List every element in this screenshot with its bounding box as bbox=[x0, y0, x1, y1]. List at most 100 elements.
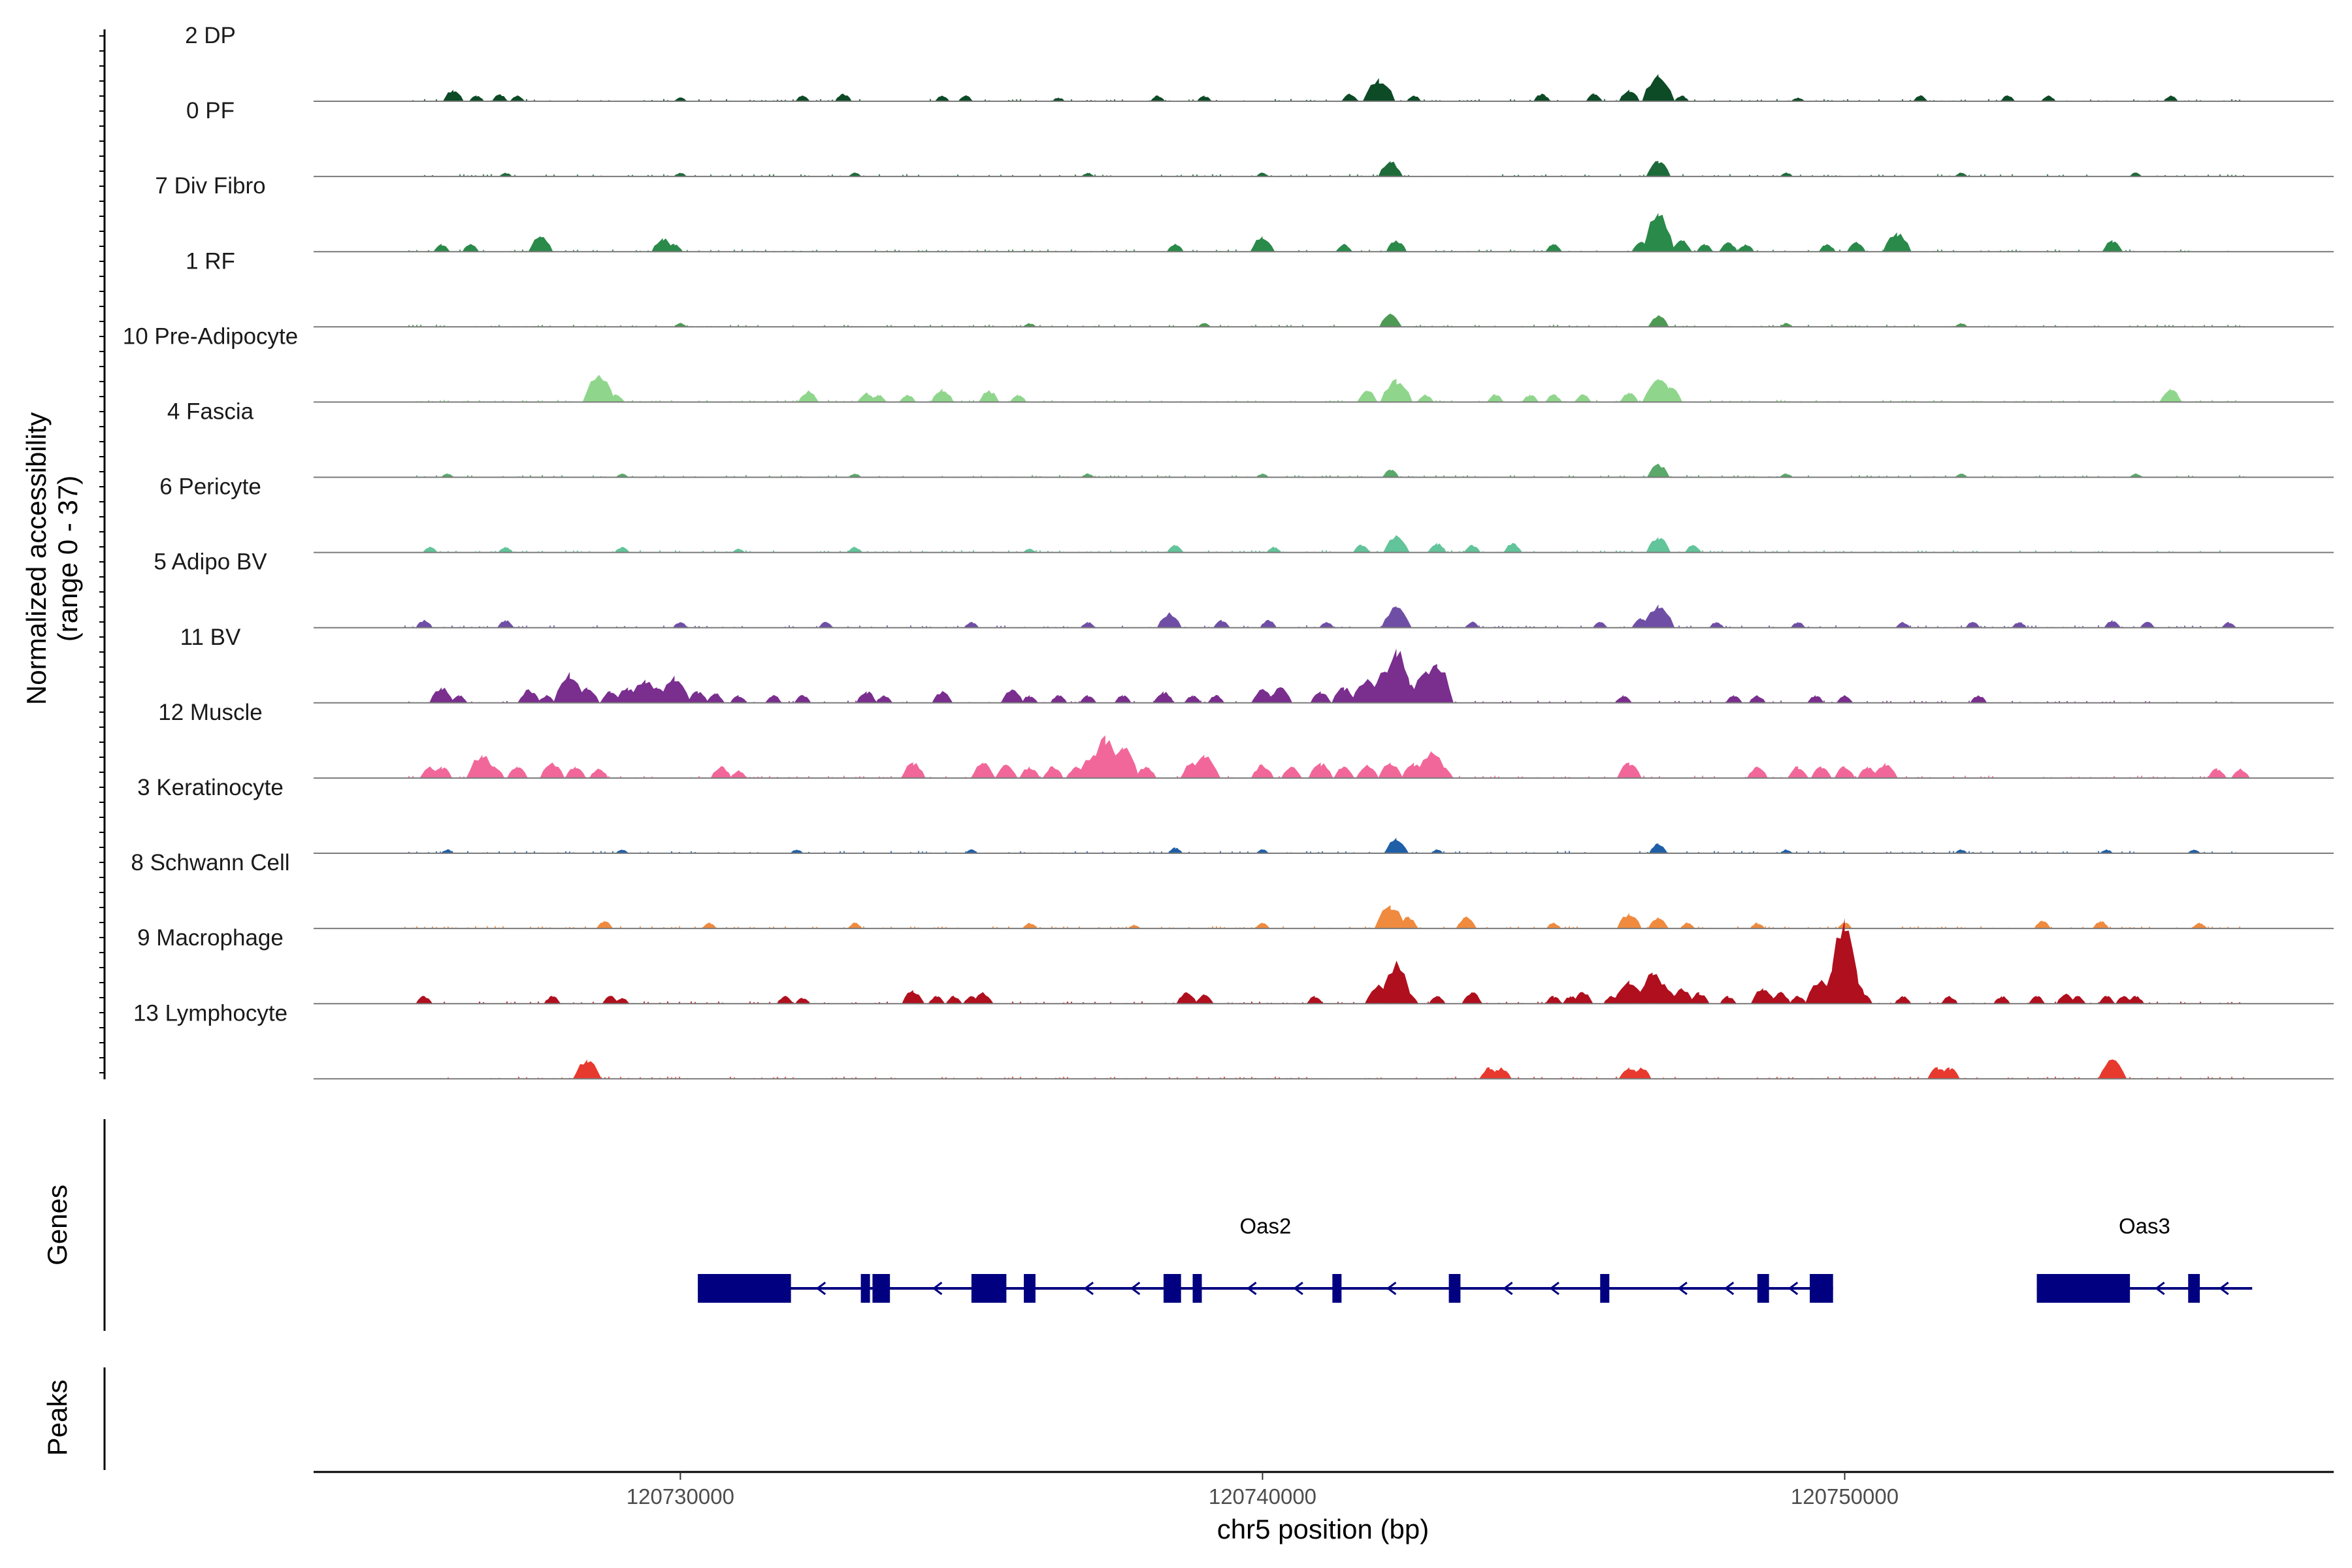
peaks-panel-label: Peaks bbox=[42, 1380, 73, 1456]
coverage-peak bbox=[589, 768, 609, 778]
axes-layer: 120730000 120740000 120750000 bbox=[99, 29, 2334, 1509]
coverage-peak bbox=[666, 244, 683, 252]
track: 9 Macrophage bbox=[137, 918, 2334, 1005]
coverage-peak bbox=[431, 766, 452, 778]
gene-model: Oas3 bbox=[2036, 1214, 2253, 1303]
coverage-peak bbox=[1616, 762, 1642, 778]
coverage-peak bbox=[687, 691, 709, 703]
gene-exon bbox=[1163, 1274, 1181, 1303]
coverage-peak bbox=[1397, 992, 1419, 1004]
track-label: 6 Pericyte bbox=[159, 474, 261, 500]
coverage-peak bbox=[1790, 621, 1806, 628]
coverage-peak bbox=[2056, 993, 2076, 1004]
coverage-peak bbox=[1696, 244, 1714, 252]
coverage-peak bbox=[964, 849, 978, 853]
coverage-peak bbox=[1356, 764, 1379, 778]
gene-exon bbox=[2188, 1274, 2200, 1303]
coverage-peak bbox=[1021, 694, 1038, 703]
coverage-peak bbox=[1791, 97, 1805, 101]
gene-model: Oas2 bbox=[698, 1214, 1833, 1303]
track: 6 Pericyte bbox=[159, 474, 2334, 553]
coverage-peak bbox=[1546, 923, 1561, 929]
coverage-peak bbox=[1196, 95, 1212, 101]
track: 0 PF bbox=[186, 98, 2334, 178]
gene-exon bbox=[860, 1274, 870, 1303]
track-label: 8 Schwann Cell bbox=[131, 850, 289, 875]
strand-arrow bbox=[1723, 1281, 1735, 1296]
coverage-peak bbox=[1545, 996, 1562, 1004]
coverage-peak bbox=[1616, 913, 1642, 929]
coverage-peak bbox=[596, 921, 613, 929]
coverage-peak bbox=[1428, 542, 1447, 553]
coverage-peak bbox=[706, 693, 725, 703]
track-label: 10 Pre-Adipocyte bbox=[123, 323, 298, 349]
track-label: 2 DP bbox=[185, 23, 236, 48]
coverage-peak bbox=[1023, 323, 1036, 327]
coverage-peak bbox=[2000, 95, 2016, 101]
coverage-peak bbox=[429, 687, 454, 703]
tracks-layer: 2 DP 0 PF 7 Div Fibro 1 RF 10 Pre-Adipocyte 4… bbox=[123, 23, 2334, 1080]
coverage-peak bbox=[870, 394, 887, 402]
coverage-peak bbox=[614, 546, 630, 553]
coverage-peak bbox=[1308, 762, 1333, 778]
coverage-peak bbox=[1380, 960, 1413, 1004]
coverage-peak bbox=[2092, 921, 2110, 929]
coverage-peak bbox=[1184, 694, 1201, 703]
coverage-peak bbox=[602, 996, 619, 1004]
coverage-peak bbox=[1648, 315, 1669, 327]
coverage-peak bbox=[1648, 843, 1668, 853]
coverage-peak bbox=[1642, 74, 1675, 101]
gene-exon bbox=[872, 1274, 890, 1303]
coverage-peak bbox=[1188, 755, 1221, 778]
x-tick-label: 120740000 bbox=[1209, 1484, 1316, 1509]
coverage-peak bbox=[1128, 924, 1141, 929]
coverage-peak bbox=[1042, 766, 1064, 778]
coverage-peak bbox=[1379, 313, 1402, 327]
x-axis-label: chr5 position (bp) bbox=[1217, 1514, 1429, 1544]
coverage-peak bbox=[422, 546, 438, 553]
coverage-peak bbox=[572, 1059, 602, 1079]
coverage-peak bbox=[674, 172, 687, 177]
coverage-peak bbox=[1954, 323, 1968, 327]
coverage-peak bbox=[1680, 923, 1695, 929]
coverage-peak bbox=[2040, 95, 2056, 101]
coverage-peak bbox=[1106, 747, 1139, 778]
coverage-peak bbox=[1081, 473, 1095, 478]
coverage-peak bbox=[1080, 621, 1096, 628]
coverage-peak bbox=[1965, 621, 1980, 628]
coverage-peak bbox=[1940, 996, 1958, 1004]
coverage-peak bbox=[497, 619, 514, 628]
coverage-peak bbox=[510, 95, 525, 101]
coverage-peak bbox=[528, 236, 553, 252]
strand-arrow bbox=[1083, 1281, 1094, 1296]
coverage-peak bbox=[1256, 473, 1269, 478]
strand-arrow bbox=[2219, 1281, 2229, 1296]
coverage-peak bbox=[1737, 244, 1754, 252]
genes-panel-label: Genes bbox=[42, 1184, 73, 1266]
coverage-peak bbox=[1150, 95, 1166, 101]
coverage-peak bbox=[1207, 694, 1225, 703]
coverage-peak bbox=[1306, 996, 1324, 1004]
coverage-peak bbox=[544, 996, 561, 1004]
coverage-peak bbox=[498, 546, 514, 553]
gene-exon bbox=[1757, 1274, 1769, 1303]
coverage-peak bbox=[491, 93, 508, 101]
strand-arrow bbox=[1788, 1281, 1799, 1296]
coverage-peak bbox=[450, 694, 468, 703]
coverage-peak bbox=[1818, 244, 1836, 252]
coverage-peak bbox=[875, 694, 893, 703]
coverage-peak bbox=[1770, 991, 1791, 1004]
coverage-peak bbox=[2012, 621, 2027, 628]
coverage-peak bbox=[1912, 95, 1928, 101]
coverage-peak bbox=[1688, 992, 1710, 1004]
track-label: 7 Div Fibro bbox=[155, 173, 265, 199]
coverage-peak bbox=[1254, 923, 1270, 929]
strand-arrow bbox=[1549, 1281, 1560, 1296]
gene-exon bbox=[1810, 1274, 1833, 1303]
coverage-peak bbox=[898, 394, 916, 402]
coverage-peak bbox=[964, 621, 979, 628]
coverage-peak bbox=[1993, 996, 2011, 1004]
coverage-peak bbox=[1642, 604, 1675, 628]
coverage-peak bbox=[1954, 849, 1968, 853]
coverage-peak bbox=[1382, 469, 1399, 478]
